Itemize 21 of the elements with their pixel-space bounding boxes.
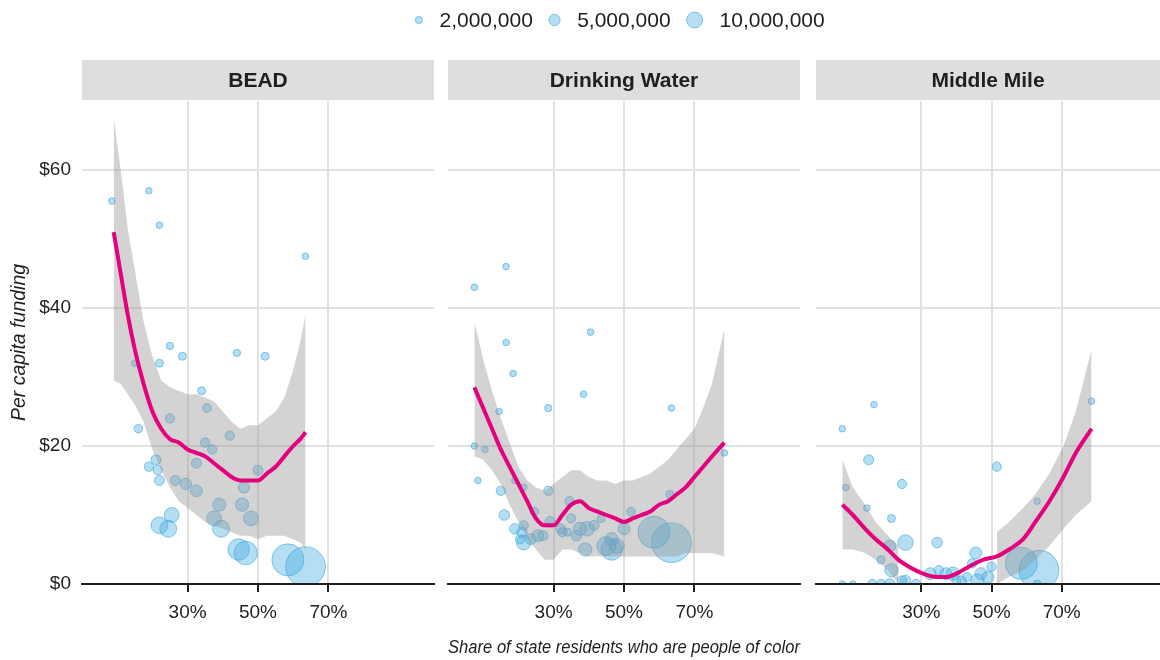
legend-label: 2,000,000: [439, 7, 533, 31]
y-tick-label: $40: [39, 296, 71, 318]
legend-label: 5,000,000: [577, 7, 671, 31]
x-axis-title: Share of state residents who are people of color: [448, 636, 802, 658]
chart-title: Middle Mile: [931, 68, 1045, 92]
chart-title: BEAD: [228, 68, 288, 92]
y-tick-label: $20: [39, 434, 71, 456]
x-tick-label: 70%: [309, 600, 348, 622]
x-tick-label: 30%: [168, 600, 207, 622]
y-axis-title: Per capita funding: [7, 263, 30, 422]
x-tick-label: 50%: [238, 600, 278, 622]
y-tick-label: $60: [39, 158, 71, 180]
x-tick-label: 70%: [1042, 600, 1081, 622]
x-tick-label: 30%: [902, 600, 941, 622]
y-tick-label: $0: [49, 572, 71, 594]
x-tick-label: 50%: [972, 600, 1011, 622]
x-tick-label: 50%: [604, 600, 644, 622]
chart-title: Drinking Water: [549, 68, 699, 92]
legend-label: 10,000,000: [719, 7, 825, 31]
x-tick-label: 70%: [675, 600, 714, 622]
x-tick-label: 30%: [534, 600, 573, 622]
